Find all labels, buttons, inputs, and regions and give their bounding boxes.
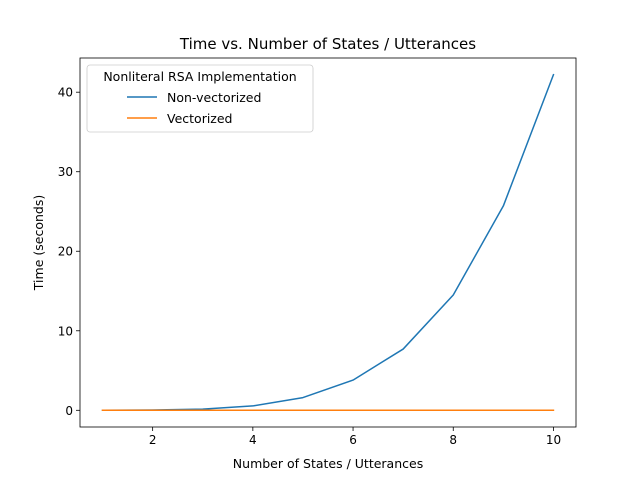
legend-title: Nonliteral RSA Implementation (103, 69, 296, 84)
x-tick-label: 2 (149, 433, 157, 447)
x-tick-label: 6 (349, 433, 357, 447)
y-axis-label: Time (seconds) (31, 195, 46, 291)
x-tick-label: 10 (546, 433, 561, 447)
y-tick-label: 10 (58, 324, 73, 338)
y-tick-label: 20 (58, 245, 73, 259)
y-tick-label: 0 (65, 404, 73, 418)
x-tick-label: 8 (449, 433, 457, 447)
legend-box (86, 64, 314, 133)
y-axis-ticks: 0 10 20 30 40 (58, 86, 80, 418)
axes-frame (79, 57, 577, 428)
plot-area (101, 73, 555, 412)
chart-title: Time vs. Number of States / Utterances (179, 35, 476, 53)
x-tick-label: 4 (249, 433, 257, 447)
legend-label-non-vectorized: Non-vectorized (167, 90, 261, 105)
y-tick-label: 30 (58, 165, 73, 179)
legend: Nonliteral RSA Implementation Non-vector… (86, 64, 314, 133)
x-axis-ticks: 2 4 6 8 10 (149, 427, 561, 447)
legend-label-vectorized: Vectorized (167, 111, 233, 126)
y-tick-label: 40 (58, 86, 73, 100)
x-axis-label: Number of States / Utterances (233, 456, 423, 471)
